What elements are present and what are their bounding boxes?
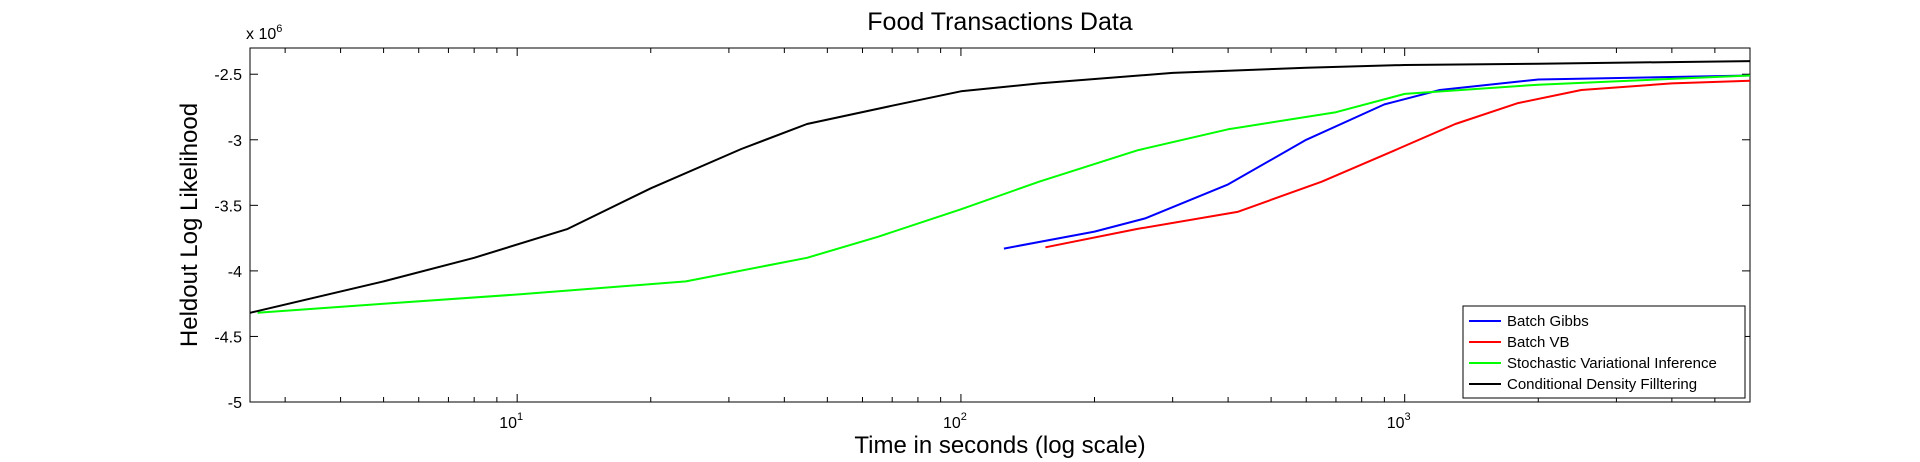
y-tick-label: -4.5 <box>214 329 242 346</box>
series-line-conditional-density-filltering <box>249 60 1751 314</box>
legend-label: Batch VB <box>1507 334 1570 351</box>
y-tick-label: -3.5 <box>214 198 242 215</box>
x-tick-label: 103 <box>1387 411 1411 432</box>
y-multiplier-exponent: 6 <box>276 23 282 35</box>
y-multiplier-label: x 106 <box>246 23 282 43</box>
y-multiplier-base: x 10 <box>246 26 276 43</box>
axis-ticks: 101 102 103-2.5-3-3.5-4-4.5-5 <box>214 48 1751 432</box>
x-tick-label-exponent: 3 <box>1405 411 1411 423</box>
legend-label: Batch Gibbs <box>1507 313 1589 330</box>
legend-label: Conditional Density Filltering <box>1507 376 1697 393</box>
x-tick-label-base: 10 <box>943 415 961 432</box>
series-line-batch-gibbs <box>1003 74 1751 250</box>
chart-title: Food Transactions Data <box>867 8 1133 36</box>
x-tick-label-base: 10 <box>1387 415 1405 432</box>
x-tick-label-base: 10 <box>499 415 517 432</box>
y-axis-label: Heldout Log Likelihood <box>176 103 203 347</box>
series-line-batch-vb <box>1045 79 1751 249</box>
series-line-stochastic-variational-inference <box>257 74 1751 314</box>
x-tick-label: 102 <box>943 411 967 432</box>
x-tick-label-exponent: 1 <box>517 411 523 423</box>
x-axis-label: Time in seconds (log scale) <box>854 432 1145 459</box>
legend: Batch Gibbs Batch VB Stochastic Variationa… <box>1462 305 1746 399</box>
x-tick-label-exponent: 2 <box>961 411 967 423</box>
legend-label: Stochastic Variational Inference <box>1507 355 1717 372</box>
series-lines <box>249 60 1751 314</box>
y-tick-label: -4 <box>228 264 242 281</box>
legend-box <box>1462 305 1746 399</box>
y-tick-label: -3 <box>228 133 242 150</box>
y-tick-label: -2.5 <box>214 67 242 84</box>
x-tick-label: 101 <box>499 411 523 432</box>
y-tick-label: -5 <box>228 395 242 412</box>
